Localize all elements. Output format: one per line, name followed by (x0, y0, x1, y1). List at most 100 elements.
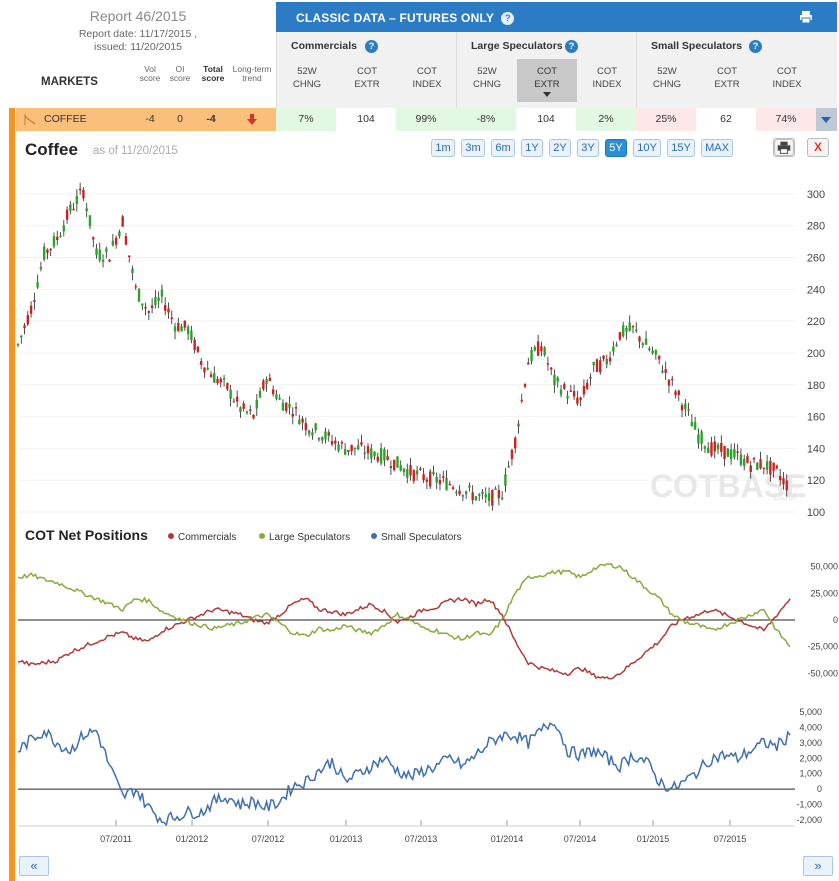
help-icon[interactable]: ? (749, 40, 762, 53)
candle-body (726, 448, 730, 457)
candle-body (42, 246, 46, 260)
column-header[interactable]: COT EXTR (714, 66, 740, 90)
report-date: Report date: 11/17/2015 , (78, 28, 198, 40)
total-score-value: -4 (206, 113, 216, 125)
candle-body (72, 208, 75, 211)
column-header[interactable]: COT INDEX (592, 66, 622, 90)
candle-body (245, 411, 249, 414)
candle-body (703, 446, 707, 449)
column-header[interactable]: COT EXTR (354, 66, 380, 90)
candle-body (700, 431, 703, 444)
candle-body (540, 346, 543, 352)
row-dropdown-button[interactable] (815, 108, 837, 131)
help-icon[interactable]: ? (565, 40, 578, 53)
range-button-3y[interactable]: 3Y (577, 139, 599, 157)
market-name[interactable]: COFFEE (44, 113, 87, 125)
candle-body (59, 235, 62, 238)
issued-date: issued: 11/20/2015 (94, 41, 182, 53)
candle-body (229, 389, 232, 399)
candle-body (167, 308, 170, 313)
candle-body (778, 476, 782, 480)
help-icon[interactable]: ? (501, 12, 515, 26)
net-tick-label: 0 (833, 615, 838, 625)
candle-body (687, 409, 690, 411)
candle-body (193, 339, 196, 351)
range-button-max[interactable]: MAX (701, 139, 733, 157)
candle-body (370, 448, 373, 459)
range-button-1m[interactable]: 1m (431, 139, 455, 157)
nav-prev-button[interactable]: « (19, 856, 49, 876)
candle-body (154, 297, 157, 306)
series-commercials-line (17, 596, 791, 680)
group-title: Small Speculators (651, 40, 743, 52)
candle-body (648, 348, 651, 351)
candle-body (363, 452, 366, 455)
candle-body (468, 485, 471, 488)
candle-body (271, 389, 275, 395)
trader-groups-header: Commercials? 52W CHNG COT EXTR COT INDEX Large … (276, 32, 837, 108)
help-icon[interactable]: ? (365, 40, 378, 53)
group-title: Commercials (291, 40, 357, 52)
net-tick-label: -25,000 (807, 642, 838, 652)
candle-body (654, 349, 658, 355)
legend-marker (168, 533, 174, 539)
range-button-6m[interactable]: 6m (491, 139, 515, 157)
column-header[interactable]: 52W CHNG (473, 66, 501, 90)
candle-body (478, 494, 481, 496)
column-header[interactable]: COT INDEX (412, 66, 442, 90)
range-button-15y[interactable]: 15Y (667, 139, 695, 157)
nav-next-button[interactable]: » (803, 856, 833, 876)
candle-body (608, 357, 612, 362)
candle-body (739, 454, 743, 465)
x-tick-label: 01/2014 (491, 834, 524, 844)
candle-body (461, 495, 465, 497)
chart-title: Coffee (25, 140, 78, 159)
accent-bar (9, 108, 15, 881)
oi-score-header: OI score (169, 64, 191, 83)
candle-body (52, 236, 56, 247)
candle-body (445, 478, 448, 490)
candle-body (291, 413, 294, 417)
candle-body (301, 418, 304, 423)
range-button-3m[interactable]: 3m (461, 139, 485, 157)
candle-body (772, 462, 775, 471)
range-button-10y[interactable]: 10Y (633, 139, 661, 157)
candle-body (582, 385, 586, 395)
range-button-2y[interactable]: 2Y (549, 139, 571, 157)
candle-body (464, 491, 468, 495)
price-tick-label: 280 (807, 221, 825, 233)
column-header[interactable]: COT EXTR (517, 59, 577, 102)
column-header[interactable]: 52W CHNG (293, 66, 321, 90)
price-tick-label: 100 (807, 507, 825, 519)
candle-body (62, 225, 65, 232)
candle-body (592, 361, 595, 366)
range-button-5y[interactable]: 5Y (605, 139, 627, 157)
candle-body (605, 359, 609, 365)
candle-body (474, 496, 478, 501)
candle-body (667, 379, 671, 386)
table-row-coffee[interactable]: COFFEE -4 0 -4 7% 104 99% -8% 104 2% 25% 62 74% (0, 108, 839, 131)
candle-body (507, 466, 510, 468)
close-chart-button[interactable]: X (807, 138, 829, 157)
print-icon[interactable] (799, 10, 813, 24)
candle-body (389, 466, 393, 469)
candle-body (729, 449, 733, 460)
range-button-1y[interactable]: 1Y (521, 139, 543, 157)
candle-body (484, 494, 487, 498)
candle-body (321, 437, 324, 441)
candle-body (487, 493, 491, 501)
column-header[interactable]: 52W CHNG (653, 66, 681, 90)
candle-body (26, 315, 30, 325)
row-value: 25% (636, 108, 696, 131)
print-chart-button[interactable] (773, 138, 795, 157)
coffee-row-summary[interactable]: COFFEE -4 0 -4 (16, 108, 276, 131)
candle-body (114, 237, 118, 245)
candle-body (137, 288, 141, 302)
x-tick-label: 01/2013 (330, 834, 363, 844)
small-tick-label: -2,000 (796, 815, 822, 825)
column-header[interactable]: COT INDEX (772, 66, 802, 90)
report-info-panel: Report 46/2015 Report date: 11/17/2015 ,… (0, 0, 276, 108)
candle-body (160, 289, 164, 297)
candle-body (281, 402, 285, 411)
candle-body (425, 479, 429, 482)
